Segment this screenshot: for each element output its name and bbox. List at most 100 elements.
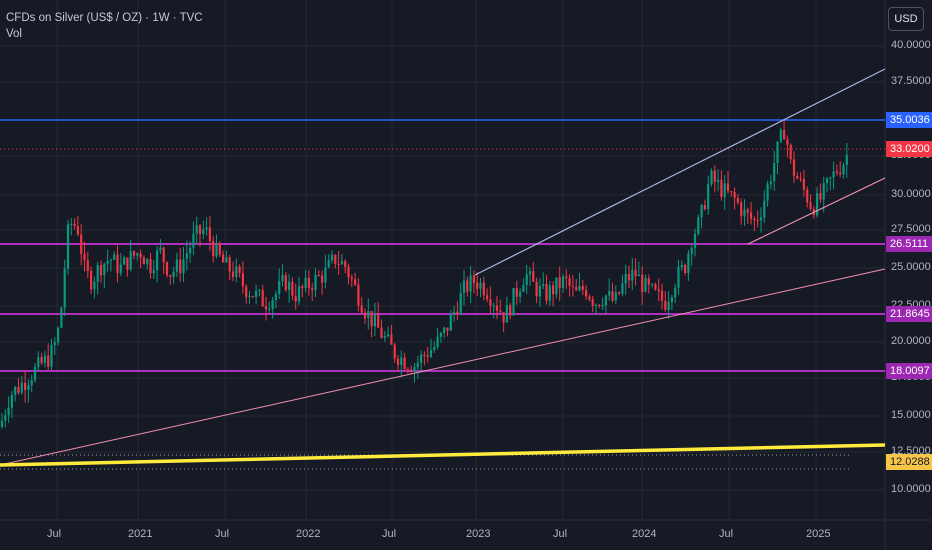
candle-body [601, 305, 604, 307]
candle-body [113, 254, 116, 260]
candle-body [90, 270, 93, 290]
price-axis-tick: 25.0000 [891, 261, 931, 273]
candle-body [792, 159, 796, 176]
candle-body [261, 290, 264, 307]
symbol-title[interactable]: CFDs on Silver (US$ / OZ) · 1W · TVC [6, 12, 203, 24]
candle-body [380, 327, 383, 338]
candle-body [24, 382, 27, 390]
time-axis-tick: Jul [215, 528, 230, 540]
candle-body [278, 280, 281, 294]
candle-body [304, 277, 307, 288]
candle-body [462, 280, 466, 294]
candle-body [93, 281, 96, 290]
candle-body [707, 184, 710, 210]
candle-body [436, 336, 439, 347]
price-axis-tick: 27.5000 [891, 223, 931, 235]
candle-body [274, 293, 277, 300]
candle-body [185, 253, 188, 259]
candle-body [733, 191, 736, 198]
candle-body [476, 282, 479, 289]
candle-body [717, 179, 720, 183]
candle-body [802, 178, 805, 190]
candle-body [509, 305, 512, 316]
candle-body [542, 284, 545, 287]
candle-body [251, 296, 254, 298]
candle-body [743, 209, 746, 217]
candle-body [449, 314, 452, 331]
candle-body [555, 277, 558, 295]
candle-body [730, 191, 733, 193]
candle-body [156, 250, 159, 271]
candle-body [825, 178, 829, 184]
candle-body [776, 141, 779, 164]
candle-body [238, 266, 241, 274]
candle-body [47, 355, 50, 367]
candle-body [281, 274, 284, 281]
candle-body [839, 172, 842, 175]
candle-body [561, 276, 565, 289]
candle-body [779, 130, 782, 142]
candle-body [750, 212, 753, 219]
time-axis-tick: 2025 [806, 528, 831, 540]
candle-body [753, 218, 756, 220]
candle-body [789, 144, 792, 160]
candle-body [377, 314, 380, 328]
candle-body [142, 257, 145, 265]
candle-body [10, 394, 13, 408]
candle-body [713, 170, 716, 183]
candle-body [146, 259, 149, 265]
candle-body [245, 286, 248, 298]
candle-body [684, 265, 687, 274]
channel-lower-line [747, 177, 886, 245]
candle-body [175, 259, 178, 272]
candle-body [766, 184, 769, 201]
currency-button[interactable]: USD [888, 7, 924, 31]
candle-body [86, 260, 89, 271]
candle-body [202, 229, 205, 235]
candle-body [446, 327, 449, 331]
candle-body [268, 308, 271, 310]
candle-body [522, 284, 525, 292]
candle-body [344, 261, 347, 267]
volume-indicator-label[interactable]: Vol [6, 28, 22, 40]
candle-body [40, 357, 43, 363]
candle-body [179, 259, 182, 274]
candle-body [63, 268, 66, 308]
candle-body [769, 181, 772, 185]
candle-body [591, 299, 594, 306]
candle-body [27, 385, 30, 390]
time-axis-tick: 2024 [632, 528, 657, 540]
candle-body [535, 281, 538, 297]
candle-body [618, 292, 621, 294]
candle-body [773, 163, 776, 182]
candle-body [627, 273, 631, 281]
candle-body [334, 254, 337, 264]
candle-body [693, 233, 697, 248]
secular-trend-line [0, 443, 886, 467]
candle-body [152, 270, 155, 274]
candle-body [604, 295, 607, 306]
candle-body [677, 267, 680, 288]
candle-body [664, 300, 667, 311]
candle-body [723, 183, 726, 197]
candle-body [644, 278, 647, 292]
candle-body [165, 262, 169, 276]
price-tag: 35.0036 [886, 112, 932, 128]
candle-body [208, 227, 211, 242]
time-axis-tick: Jul [382, 528, 397, 540]
candle-body [528, 271, 532, 275]
candle-body [241, 273, 244, 287]
candle-body [670, 297, 673, 302]
candle-body [195, 225, 198, 234]
price-axis-tick: 40.0000 [891, 39, 931, 51]
candle-body [456, 311, 459, 315]
candle-body [835, 171, 838, 173]
candle-body [403, 357, 406, 370]
candle-body [486, 295, 489, 300]
long-trend-line [0, 268, 886, 466]
candle-body [393, 344, 396, 359]
candle-body [585, 289, 588, 297]
candle-body [453, 311, 456, 315]
candle-body [624, 273, 627, 284]
